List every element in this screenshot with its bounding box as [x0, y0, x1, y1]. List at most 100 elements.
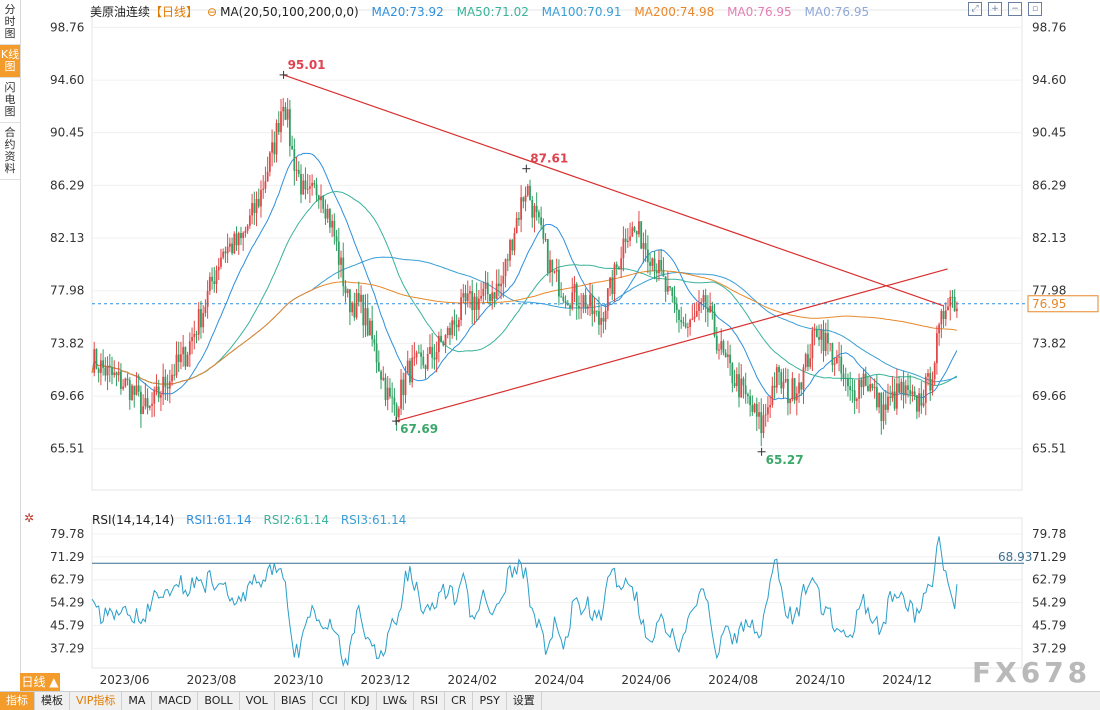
indicator-tab[interactable]: PSY [473, 692, 507, 710]
candle-body [798, 382, 800, 394]
candle-body [669, 286, 671, 288]
candle-body [618, 267, 620, 270]
candle-body [322, 196, 325, 209]
zoom-out-icon[interactable]: − [1008, 2, 1022, 16]
candle-body [633, 227, 636, 232]
y-tick-label-left: 94.60 [50, 73, 84, 87]
sidebar-item-kline[interactable]: K线图 [0, 45, 20, 78]
indicator-tab[interactable]: BIAS [275, 692, 314, 710]
candle-body [93, 349, 96, 373]
sidebar-item-contract-info[interactable]: 合约资料 [0, 123, 20, 180]
rsi-tick-label-left: 79.78 [50, 527, 84, 541]
x-tick-label: 2024/04 [534, 673, 584, 687]
candle-body [206, 291, 209, 307]
candle-body [591, 294, 594, 315]
candle-body [915, 395, 918, 412]
candle-body [704, 295, 707, 308]
candle-body [675, 303, 678, 310]
window-icon[interactable]: ▫ [1028, 2, 1042, 16]
candle-body [115, 372, 118, 376]
indicator-tab[interactable]: 模板 [35, 692, 70, 710]
candle-body [724, 352, 727, 357]
period-selector[interactable]: 日线 ▲ [20, 673, 60, 691]
candle-body [533, 205, 536, 218]
indicator-tab[interactable]: CR [445, 692, 474, 710]
candle-body [277, 123, 280, 133]
candle-body [111, 367, 113, 376]
candle-body [738, 374, 740, 398]
candle-body [431, 346, 434, 358]
trend-line [395, 268, 948, 422]
indicator-tab[interactable]: VOL [240, 692, 275, 710]
candle-body [578, 305, 580, 309]
candle-body [646, 249, 649, 263]
candle-body [253, 203, 256, 213]
candle-body [497, 283, 500, 287]
indicator-tab[interactable]: LW& [377, 692, 415, 710]
indicator-tab[interactable]: BOLL [198, 692, 240, 710]
indicator-tab[interactable]: VIP指标 [70, 692, 123, 710]
settings-icon[interactable]: ⊖ [207, 5, 218, 19]
candle-body [380, 371, 382, 380]
rsi-settings-icon[interactable]: ✲ [24, 511, 35, 525]
candle-body [364, 308, 367, 326]
rsi-tick-label-right: 45.79 [1032, 618, 1066, 632]
candle-body [671, 287, 674, 296]
candle-body [262, 188, 265, 190]
y-tick-label-left: 82.13 [50, 231, 84, 245]
candle-body [228, 243, 231, 247]
candle-body [153, 390, 156, 404]
y-tick-label-left: 69.66 [50, 389, 84, 403]
candle-body [500, 283, 503, 287]
candle-body [362, 294, 365, 326]
candle-body [695, 310, 698, 317]
candle-body [275, 123, 278, 155]
candle-body [493, 292, 496, 299]
candle-body [282, 106, 285, 112]
candle-body [922, 403, 925, 406]
candle-body [529, 185, 531, 201]
candle-body [306, 188, 309, 190]
candle-body [342, 257, 345, 287]
fullscreen-icon[interactable]: ⤢ [968, 2, 982, 16]
indicator-tab[interactable]: KDJ [345, 692, 377, 710]
candle-body [784, 379, 787, 382]
candle-body [186, 354, 189, 367]
sidebar-item-timeshare[interactable]: 分时图 [0, 0, 20, 45]
candle-body [142, 406, 145, 415]
indicator-tab[interactable]: MACD [152, 692, 199, 710]
candle-body [920, 393, 923, 406]
x-tick-label: 2024/12 [882, 673, 932, 687]
candle-body [346, 289, 349, 294]
candle-body [891, 391, 894, 398]
candle-body [931, 379, 934, 391]
indicator-tab[interactable]: CCI [313, 692, 345, 710]
candle-body [415, 352, 418, 358]
indicator-tab[interactable]: MA [122, 692, 153, 710]
candle-body [526, 185, 529, 196]
candle-body [615, 264, 618, 268]
candle-body [660, 259, 663, 271]
candle-body [689, 319, 691, 327]
sidebar-item-flash[interactable]: 闪电图 [0, 78, 20, 123]
trend-lines [283, 74, 948, 422]
candle-body [235, 233, 238, 246]
candle-body [753, 404, 756, 412]
rsi-chart-grid [91, 517, 1023, 669]
indicator-tab[interactable]: 指标 [0, 692, 35, 710]
candle-body [268, 152, 271, 172]
zoom-in-icon[interactable]: + [988, 2, 1002, 16]
indicator-tab[interactable]: 设置 [507, 692, 542, 710]
indicator-tab[interactable]: RSI [414, 692, 446, 710]
candle-body [691, 318, 694, 320]
annotation-label: 87.61 [530, 152, 568, 166]
candle-body [126, 378, 129, 381]
candle-body [409, 360, 411, 383]
candle-body [155, 386, 158, 391]
candle-body [898, 383, 900, 393]
candle-body [555, 269, 558, 272]
candle-body [366, 308, 369, 336]
candle-body [248, 215, 251, 226]
candle-body [795, 393, 798, 401]
candle-body [589, 294, 591, 307]
